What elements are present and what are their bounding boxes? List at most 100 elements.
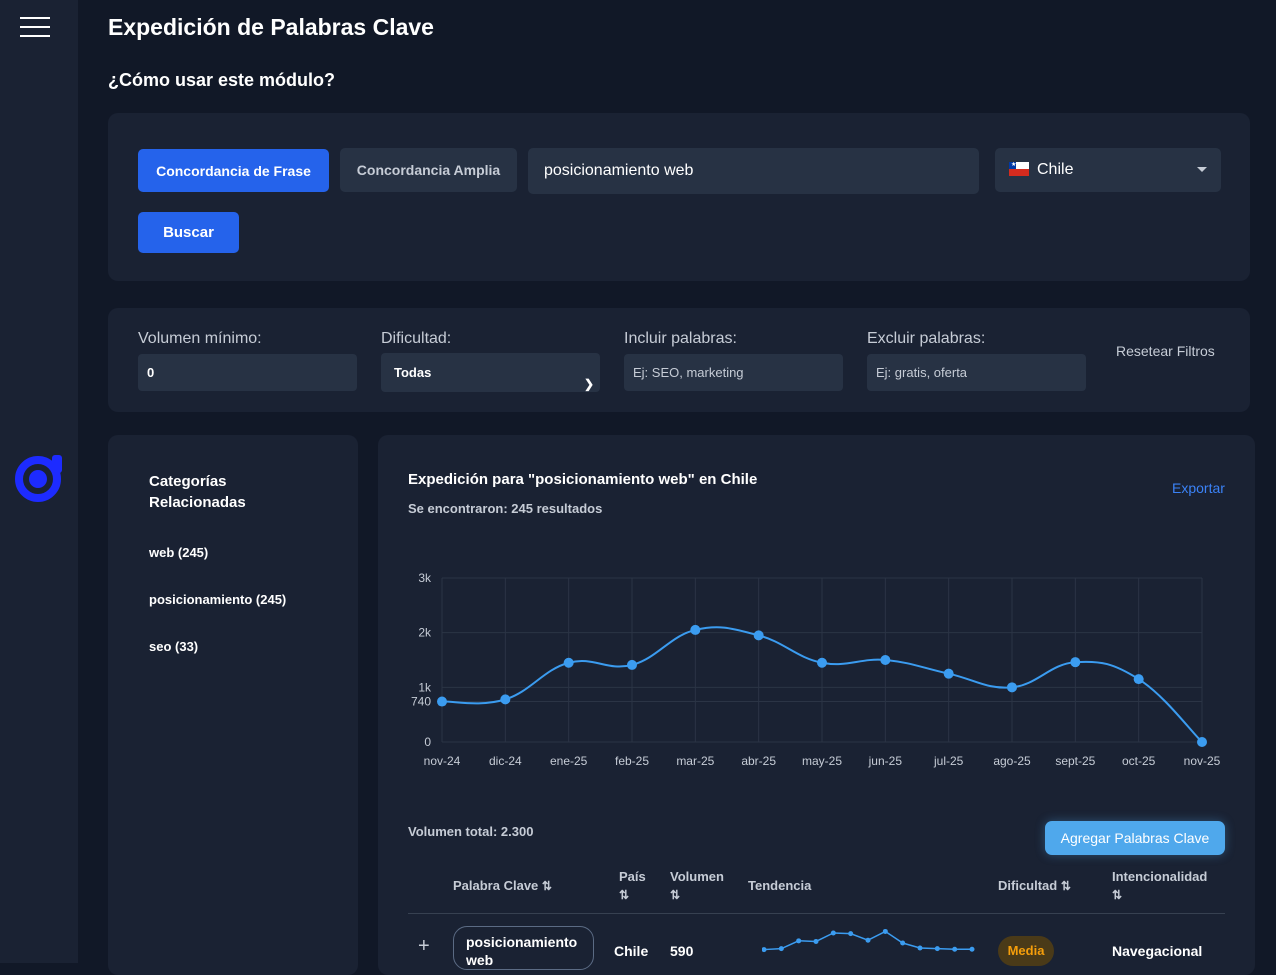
data-point [753,630,764,641]
search-input[interactable]: posicionamiento web [528,148,979,194]
difficulty-label: Dificultad: [381,330,452,347]
category-item-seo[interactable]: seo (33) [149,639,199,654]
sort-icon: ⇅ [541,879,552,893]
search-panel: Concordancia de Frase Concordancia Ampli… [108,113,1250,281]
x-tick-label: sept-25 [1055,754,1095,768]
reset-filters-link[interactable]: Resetear Filtros [1116,343,1215,359]
x-tick-label: mar-25 [676,754,714,768]
broad-match-button[interactable]: Concordancia Amplia [340,148,517,192]
data-point [1133,674,1144,685]
sort-icon: ⇅ [670,888,681,902]
data-point [500,694,511,705]
x-tick-label: jun-25 [868,754,903,768]
hamburger-icon[interactable] [20,17,50,37]
exclude-words-input[interactable]: Ej: gratis, oferta [867,354,1086,391]
trend-sparkline [762,928,975,953]
keyword-pill[interactable]: posicionamiento web [453,926,594,970]
sparkline-point [848,931,854,937]
difficulty-badge: Media [998,936,1054,966]
y-tick-label: 1k [418,680,432,694]
data-point [1197,737,1207,747]
min-volume-input[interactable]: 0 [138,354,357,391]
sparkline-point [917,945,923,951]
chevron-down-icon [1197,167,1207,172]
x-tick-label: dic-24 [489,754,522,768]
categories-title: Categorías Relacionadas [149,473,246,511]
header-trend: Tendencia [748,878,812,893]
x-tick-label: may-25 [802,754,842,768]
data-point [880,655,891,665]
categories-panel: Categorías Relacionadas web (245) posici… [108,435,358,975]
brand-logo-icon[interactable] [12,453,64,505]
sparkline-point [762,947,767,953]
header-intent[interactable]: Intencionalidad ⇅ [1112,868,1224,904]
sparkline-point [882,928,888,934]
chevron-down-icon: ❯ [583,377,594,391]
chile-flag-icon: ★ [1009,162,1029,176]
page-title: Expedición de Palabras Clave [108,14,434,40]
sparkline-point [952,946,958,952]
data-point [437,696,447,707]
sparkline-point [830,930,836,936]
x-tick-label: jul-25 [933,754,964,768]
sort-icon: ⇅ [1112,888,1123,902]
header-volume-label: Volumen [670,869,724,884]
header-country[interactable]: País ⇅ [619,868,659,904]
search-button[interactable]: Buscar [138,212,239,253]
filters-panel: Volumen mínimo: 0 Dificultad: Todas ❯ In… [108,308,1250,412]
total-volume: Volumen total: 2.300 [408,824,534,839]
add-keywords-button[interactable]: Agregar Palabras Clave [1045,821,1225,855]
x-tick-label: ene-25 [550,754,588,768]
include-words-label: Incluir palabras: [624,330,737,347]
sparkline-point [796,938,802,944]
category-item-web[interactable]: web (245) [149,545,209,560]
phrase-match-button[interactable]: Concordancia de Frase [138,149,329,192]
x-tick-label: abr-25 [741,754,776,768]
row-intent: Navegacional [1112,943,1203,959]
header-intent-label: Intencionalidad [1112,869,1208,884]
plus-icon[interactable]: + [418,935,430,957]
y-tick-label: 740 [411,695,431,709]
header-keyword[interactable]: Palabra Clave ⇅ [453,877,552,895]
sparkline-point [865,937,871,943]
export-link[interactable]: Exportar [1172,480,1225,496]
difficulty-value: Todas [394,365,432,380]
y-tick-label: 2k [418,626,432,640]
x-tick-label: feb-25 [615,754,649,768]
x-tick-label: ago-25 [993,754,1031,768]
difficulty-select[interactable]: Todas ❯ [381,353,600,392]
header-keyword-label: Palabra Clave [453,878,539,893]
sidebar [0,0,78,963]
category-item-posicionamiento[interactable]: posicionamiento (245) [149,592,287,607]
exclude-words-label: Excluir palabras: [867,330,986,347]
min-volume-label: Volumen mínimo: [138,330,262,347]
country-select[interactable]: ★ Chile [995,148,1221,192]
sparkline-point [778,946,784,952]
data-point [817,657,827,668]
data-point [1070,657,1081,668]
header-volume[interactable]: Volumen ⇅ [670,868,740,904]
data-point [1007,682,1017,693]
sparkline-point [813,938,819,944]
x-tick-label: oct-25 [1122,754,1156,768]
sparkline-point [934,946,940,952]
header-country-label: País [619,869,646,884]
data-point [627,659,637,670]
data-point [943,668,954,679]
data-point [563,657,574,668]
x-tick-label: nov-24 [424,754,461,768]
sparkline-point [900,940,906,946]
row-volume: 590 [670,943,694,959]
y-tick-label: 3k [418,571,432,585]
results-panel: Expedición para "posicionamiento web" en… [378,435,1255,975]
sort-icon: ⇅ [619,888,630,902]
help-link[interactable]: ¿Cómo usar este módulo? [108,70,336,90]
sort-icon: ⇅ [1060,879,1071,893]
data-point [690,624,701,635]
table-divider [408,913,1225,914]
header-difficulty[interactable]: Dificultad ⇅ [998,877,1071,895]
results-count: Se encontraron: 245 resultados [408,501,603,516]
include-words-input[interactable]: Ej: SEO, marketing [624,354,843,391]
country-name: Chile [1037,161,1074,178]
y-tick-label: 0 [424,735,431,749]
